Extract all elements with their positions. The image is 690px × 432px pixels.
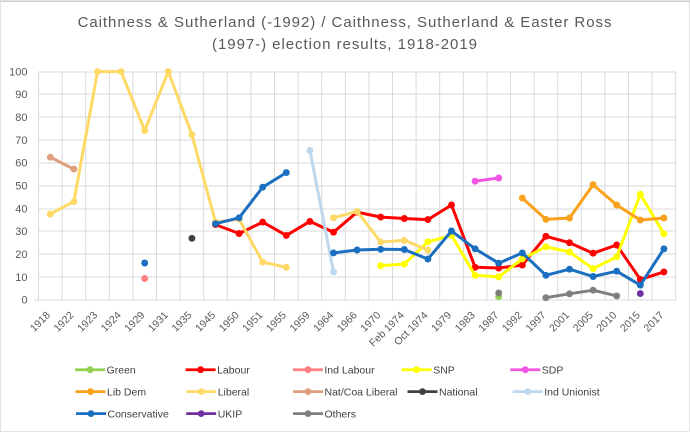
svg-text:Caithness & Sutherland (-1992): Caithness & Sutherland (-1992) / Caithne… [78,14,613,31]
svg-text:Ind Labour: Ind Labour [324,364,375,376]
svg-text:70: 70 [15,135,27,147]
svg-text:Conservative: Conservative [108,408,169,420]
svg-text:Lib Dem: Lib Dem [107,386,146,398]
svg-text:SNP: SNP [433,364,455,376]
svg-text:0: 0 [21,295,27,307]
svg-text:Green: Green [107,364,136,376]
svg-text:Liberal: Liberal [218,386,250,398]
svg-text:90: 90 [15,89,27,101]
svg-text:50: 50 [15,181,27,193]
svg-text:Others: Others [325,408,357,420]
svg-text:80: 80 [15,112,27,124]
svg-text:30: 30 [15,226,27,238]
svg-text:60: 60 [15,158,27,170]
svg-text:National: National [439,386,478,398]
svg-text:UKIP: UKIP [218,408,243,420]
svg-text:Labour: Labour [217,364,250,376]
svg-text:20: 20 [15,249,27,261]
svg-text:10: 10 [15,272,27,284]
svg-text:SDP: SDP [542,364,564,376]
svg-text:100: 100 [9,66,27,78]
svg-text:(1997-) election results, 1918: (1997-) election results, 1918-2019 [212,36,478,53]
svg-text:40: 40 [15,203,27,215]
svg-text:Nat/Coa Liberal: Nat/Coa Liberal [325,386,398,398]
svg-text:Ind Unionist: Ind Unionist [544,386,600,398]
